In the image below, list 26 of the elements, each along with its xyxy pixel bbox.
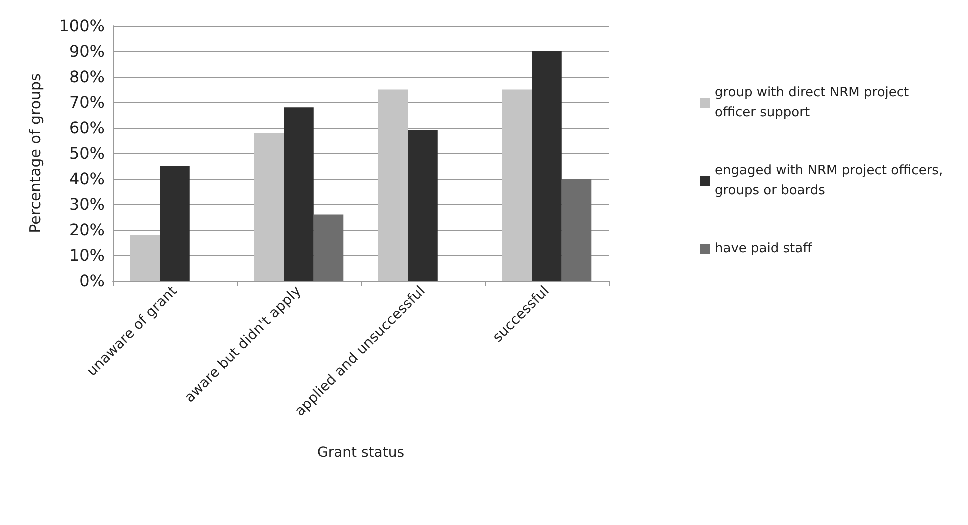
y-tick-label: 70%: [69, 93, 105, 112]
y-axis-title: Percentage of groups: [26, 73, 44, 234]
y-tick-label: 20%: [69, 220, 105, 240]
bar: [254, 133, 284, 281]
y-tick-label: 90%: [69, 42, 105, 61]
bar: [532, 52, 562, 281]
y-tick-label: 30%: [69, 195, 105, 214]
y-tick-label: 40%: [69, 170, 105, 188]
y-tick-label: 10%: [69, 246, 105, 265]
x-axis-title: Grant status: [317, 445, 405, 461]
bar: [130, 235, 160, 281]
bar: [502, 90, 532, 281]
y-tick-label: 100%: [59, 16, 105, 36]
bar: [284, 108, 314, 281]
bar: [314, 214, 344, 281]
legend-label: group with direct NRM project officer support: [715, 86, 914, 120]
bar: [562, 179, 592, 281]
y-tick-label: 50%: [69, 144, 105, 163]
legend-label: engaged with NRM project officers, groups or boards: [715, 164, 948, 198]
bar: [378, 90, 408, 281]
bar: [408, 130, 438, 281]
y-tick-label: 0%: [80, 272, 105, 290]
y-tick-label: 80%: [69, 68, 105, 86]
bar: [160, 166, 190, 281]
legend-label: have paid staff: [715, 242, 814, 256]
y-tick-label: 60%: [69, 118, 105, 138]
